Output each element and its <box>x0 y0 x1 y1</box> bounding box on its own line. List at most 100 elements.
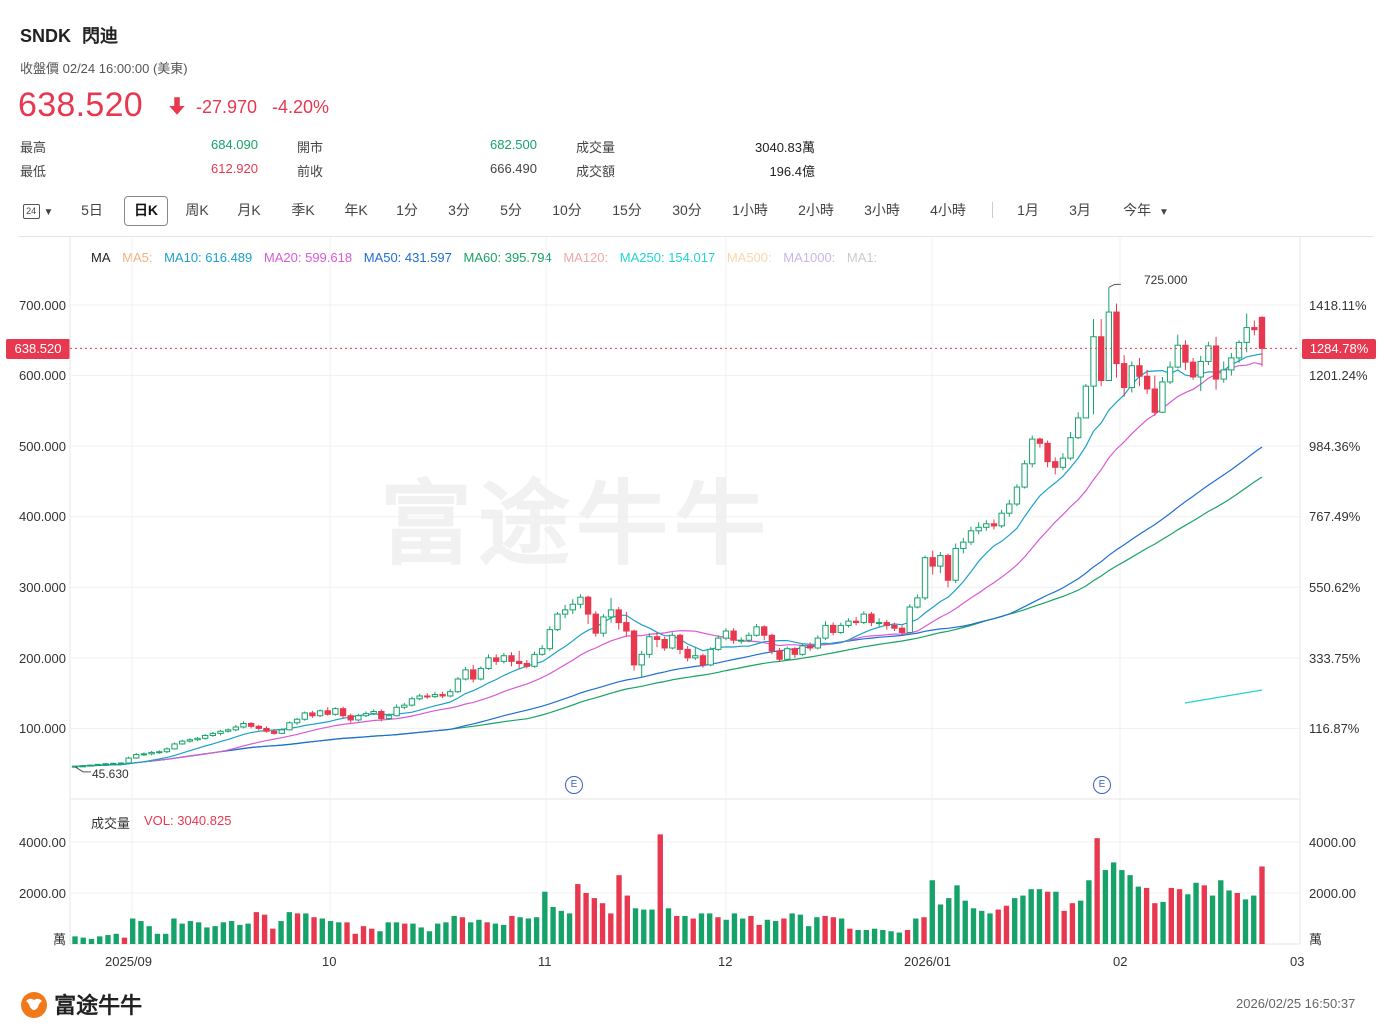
candle <box>301 711 308 721</box>
volume-bar <box>88 938 95 944</box>
volume-bar <box>1069 903 1076 944</box>
candle <box>1235 340 1243 363</box>
ma-legend-item[interactable]: MA60: 395.794 <box>463 250 552 265</box>
volume-bar <box>352 933 358 944</box>
ma-legend-item[interactable]: MA500: <box>726 250 772 265</box>
price-axis-label: 700.000 <box>19 298 66 313</box>
pct-axis-label: 116.87% <box>1309 721 1360 736</box>
volume-bar <box>542 891 548 944</box>
tab-weekly[interactable]: 周K <box>185 202 209 218</box>
ma-legend-item[interactable]: MA120: <box>563 250 609 265</box>
stat-value-low: 612.920 <box>211 161 258 176</box>
tab-1mo[interactable]: 1月 <box>1017 202 1039 218</box>
candle-body <box>140 753 148 756</box>
tab-10m[interactable]: 10分 <box>552 202 582 218</box>
tab-5m[interactable]: 5分 <box>500 202 522 218</box>
volume-bar <box>921 917 927 944</box>
price-axis-label: 600.000 <box>19 368 66 383</box>
ma-legend-item[interactable]: MA1000: <box>783 250 836 265</box>
volume-bar <box>1094 838 1100 944</box>
tab-2h[interactable]: 2小時 <box>798 202 834 218</box>
tab-monthly[interactable]: 月K <box>237 202 261 218</box>
price-change: -27.970 <box>196 97 258 117</box>
candle-body <box>408 698 416 706</box>
volume-bar <box>1102 870 1109 944</box>
candle-body <box>921 557 929 599</box>
tab-4h[interactable]: 4小時 <box>930 202 966 218</box>
volume-bar <box>838 918 845 944</box>
ma-legend-item[interactable]: MA250: 154.017 <box>619 250 716 265</box>
pct-axis-label: 333.75% <box>1309 651 1361 666</box>
candle <box>998 509 1005 529</box>
tab-3mo[interactable]: 3月 <box>1069 202 1091 218</box>
candle-body <box>286 722 293 731</box>
volume-bar <box>665 908 672 944</box>
candle <box>493 654 500 665</box>
volume-bar <box>756 924 762 944</box>
ma-legend-item[interactable]: MA1: <box>846 250 878 265</box>
candle <box>684 645 691 662</box>
tab-ytd[interactable]: 今年 ▼ <box>1116 196 1176 224</box>
candle <box>477 666 485 681</box>
candle-body <box>255 725 262 729</box>
candle <box>385 713 393 720</box>
earnings-marker[interactable]: E <box>565 776 583 794</box>
volume-bar <box>896 932 902 944</box>
volume-bar <box>336 922 342 944</box>
candle <box>1189 357 1197 380</box>
tab-daily[interactable]: 日K <box>124 196 168 226</box>
status-text: 收盤價 02/24 16:00:00 (美東) <box>20 61 188 76</box>
tab-30m[interactable]: 30分 <box>672 202 702 218</box>
candle <box>776 647 783 663</box>
candle-body <box>944 555 952 581</box>
tab-3h[interactable]: 3小時 <box>864 202 900 218</box>
candle <box>983 520 990 531</box>
volume-bar <box>781 918 787 944</box>
candle-body <box>416 695 423 700</box>
price-axis-label: 300.000 <box>19 580 66 595</box>
candle-body <box>362 713 370 717</box>
candle-body <box>891 624 898 629</box>
ma250-line <box>1184 689 1263 704</box>
tab-15m[interactable]: 15分 <box>612 202 642 218</box>
candle <box>753 623 760 637</box>
candle <box>745 632 753 643</box>
volume-bar <box>1028 889 1034 944</box>
tab-quarterly[interactable]: 季K <box>291 202 315 218</box>
candle <box>1220 361 1227 383</box>
candle-body <box>232 726 239 731</box>
candle <box>921 555 929 600</box>
calendar-dropdown[interactable]: 24 ▼ <box>18 196 58 224</box>
volume-bar <box>1234 893 1240 944</box>
candle-body <box>898 627 906 633</box>
volume-bar <box>187 921 194 944</box>
candle <box>156 750 163 754</box>
price-axis-label: 500.000 <box>19 439 66 454</box>
ma-legend-item[interactable]: MA50: 431.597 <box>363 250 452 265</box>
candle-body <box>1090 336 1097 387</box>
ma-legend-item[interactable]: MA10: 616.489 <box>164 250 253 265</box>
tab-5d[interactable]: 5日 <box>81 202 103 218</box>
candle-body <box>454 678 462 693</box>
candle <box>224 728 232 733</box>
candle-body <box>209 732 217 736</box>
candle-body <box>929 557 936 567</box>
volume-bar <box>1259 866 1265 944</box>
candle-body <box>630 630 638 666</box>
volume-bar <box>385 922 391 944</box>
tab-3m[interactable]: 3分 <box>448 202 470 218</box>
volume-bar <box>1176 889 1183 944</box>
candle <box>79 765 86 768</box>
candle-body <box>623 622 630 632</box>
ma-legend-item[interactable]: MA5: <box>122 250 153 265</box>
candle-body <box>592 613 599 634</box>
volume-bar <box>822 915 828 944</box>
volume-bar <box>641 909 647 944</box>
volume-bar <box>550 907 556 944</box>
candle <box>454 676 462 694</box>
tab-yearly[interactable]: 年K <box>344 202 368 218</box>
tab-1m[interactable]: 1分 <box>396 202 418 218</box>
earnings-marker[interactable]: E <box>1093 776 1111 794</box>
tab-1h[interactable]: 1小時 <box>732 202 768 218</box>
